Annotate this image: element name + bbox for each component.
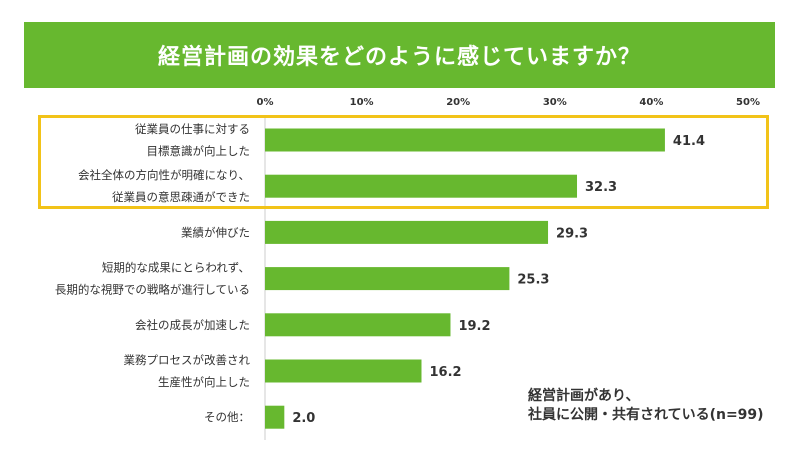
data-label: 2.0 — [292, 411, 315, 426]
category-label: 業務プロセスが改善され — [124, 353, 251, 367]
data-label: 16.2 — [429, 365, 461, 380]
x-tick-label: 50% — [736, 97, 760, 108]
category-label: 生産性が向上した — [158, 375, 250, 389]
note-line-1: 経営計画があり、 — [528, 388, 640, 404]
x-tick-label: 0% — [257, 97, 274, 108]
data-label: 19.2 — [458, 319, 490, 334]
category-label: 目標意識が向上した — [147, 144, 251, 158]
x-tick-label: 40% — [639, 97, 663, 108]
category-label: 会社全体の方向性が明確になり、 — [78, 168, 250, 182]
x-tick-label: 10% — [350, 97, 374, 108]
category-label: その他： — [204, 410, 250, 424]
category-label: 短期的な成果にとらわれず、 — [102, 261, 250, 275]
data-label: 41.4 — [673, 134, 705, 149]
category-label: 長期的な視野での戦略が進行している — [55, 283, 250, 297]
data-label: 32.3 — [585, 180, 617, 195]
category-label: 会社の成長が加速した — [135, 318, 250, 332]
category-label: 業績が伸びた — [181, 225, 250, 239]
sample-note: 経営計画があり、 社員に公開・共有されている(n=99) — [528, 387, 764, 425]
bar — [265, 220, 549, 244]
bar — [265, 405, 285, 429]
x-tick-label: 30% — [543, 97, 567, 108]
category-label: 従業員の意思疎通ができた — [112, 190, 250, 204]
bar — [265, 174, 578, 198]
chart-title: 経営計画の効果をどのように感じていますか？ — [157, 45, 641, 70]
bar — [265, 128, 665, 152]
title-banner: 経営計画の効果をどのように感じていますか？ — [24, 22, 775, 88]
category-label: 従業員の仕事に対する — [135, 122, 250, 136]
note-line-2: 社員に公開・共有されている(n=99) — [528, 407, 764, 423]
data-label: 29.3 — [556, 226, 588, 241]
highlight-box — [38, 115, 769, 209]
bar — [265, 267, 510, 291]
bar — [265, 313, 451, 337]
data-label: 25.3 — [517, 273, 549, 288]
bar — [265, 359, 422, 383]
x-tick-label: 20% — [446, 97, 470, 108]
